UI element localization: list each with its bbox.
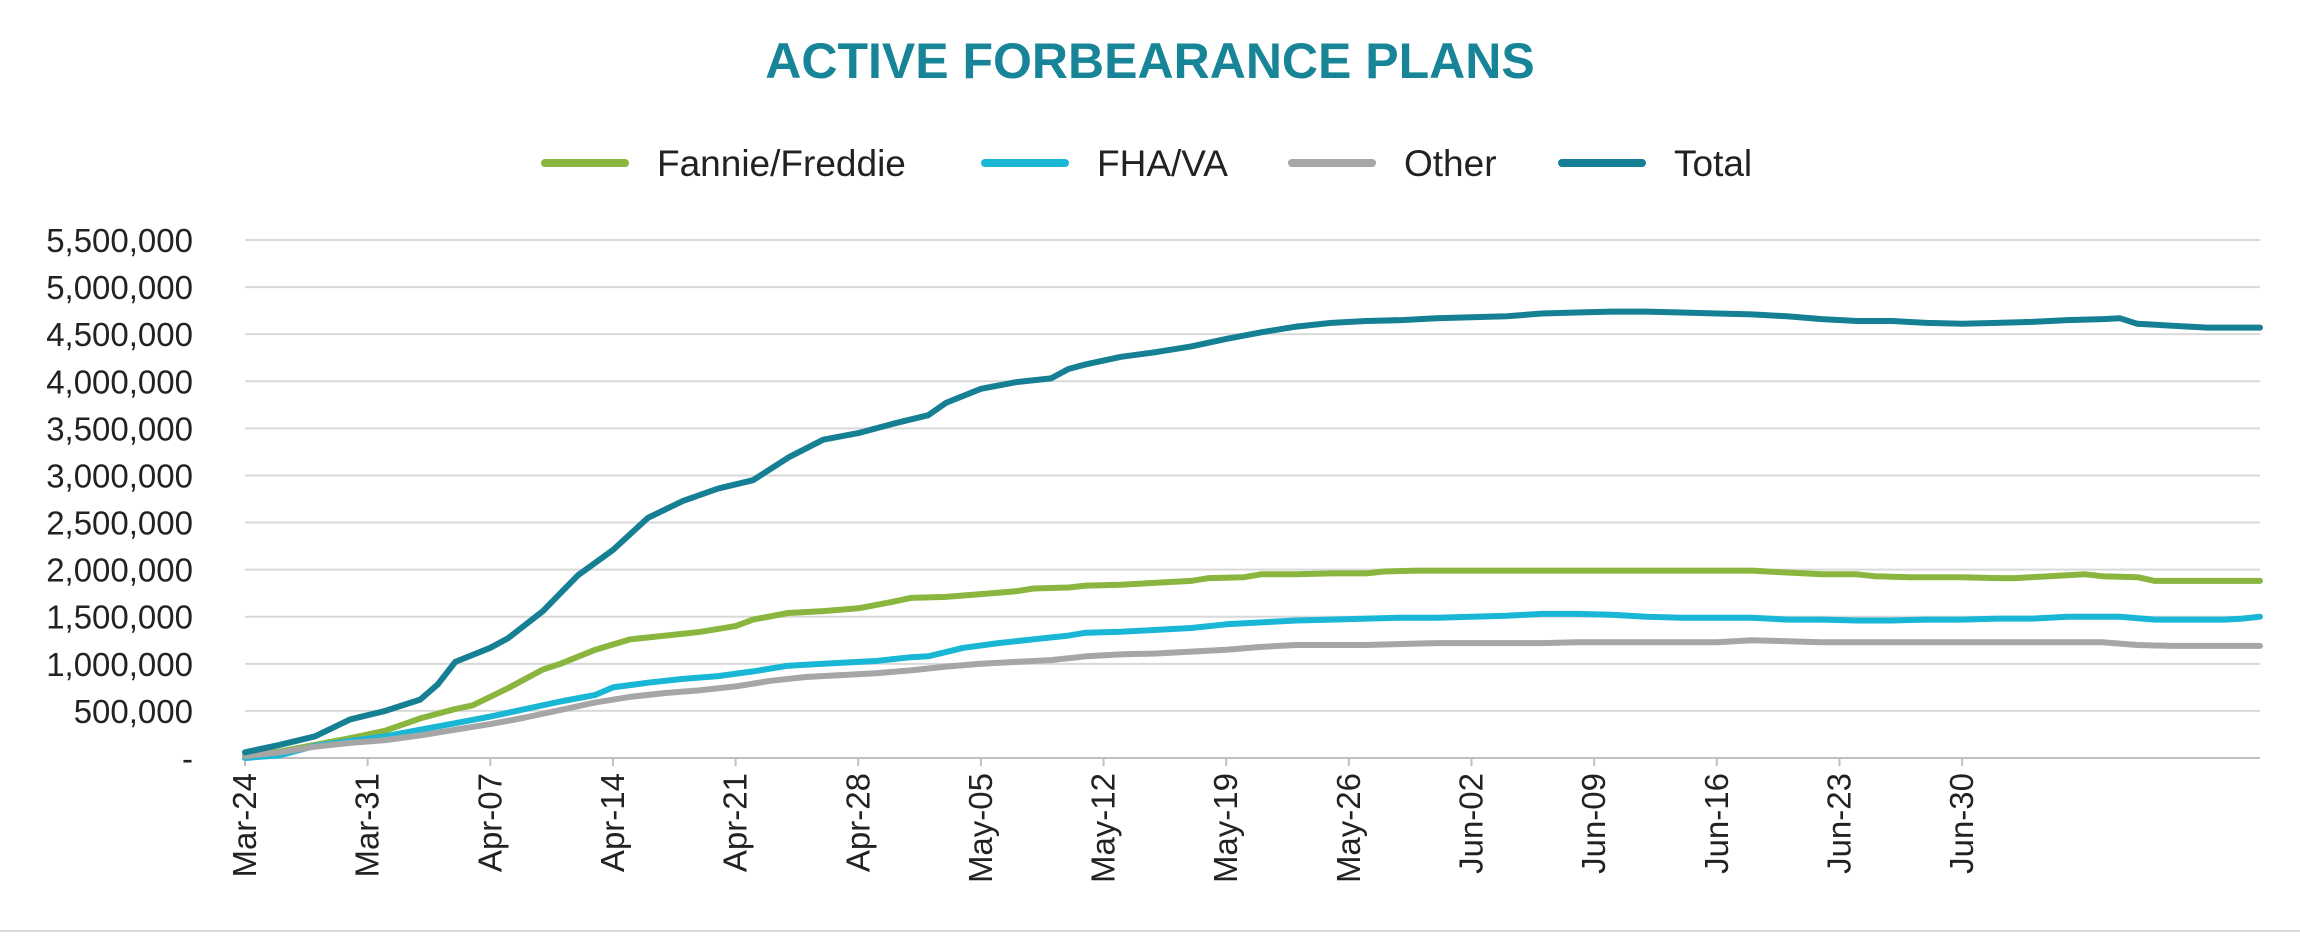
series-line-other bbox=[242, 637, 2263, 760]
series-line-fha-va bbox=[242, 610, 2263, 761]
x-tick-label: May-05 bbox=[962, 773, 999, 883]
y-tick-label: 2,500,000 bbox=[46, 505, 193, 542]
x-tick-label: May-26 bbox=[1330, 773, 1367, 883]
x-tick-label: Jun-09 bbox=[1575, 773, 1612, 874]
x-tick-label: May-19 bbox=[1207, 773, 1244, 883]
x-tick-label: Mar-31 bbox=[349, 773, 386, 878]
x-tick-label: May-12 bbox=[1085, 773, 1122, 883]
chart-title: ACTIVE FORBEARANCE PLANS bbox=[765, 33, 1534, 89]
legend-item: Total bbox=[1558, 143, 1752, 184]
y-tick-label: 2,000,000 bbox=[46, 552, 193, 589]
x-tick-label: Apr-21 bbox=[717, 773, 754, 872]
x-tick-label: Jun-16 bbox=[1698, 773, 1735, 874]
x-tick-label: Mar-24 bbox=[226, 773, 263, 878]
legend-item: Fannie/Freddie bbox=[541, 143, 906, 184]
y-tick-label: 3,000,000 bbox=[46, 457, 193, 494]
y-axis: - 500,000 1,000,000 1,500,000 2,000,000 2,500… bbox=[46, 222, 193, 777]
y-tick-label: 4,500,000 bbox=[46, 316, 193, 353]
legend-label: Fannie/Freddie bbox=[657, 143, 906, 184]
y-tick-label: 500,000 bbox=[74, 693, 193, 730]
y-tick-label: 5,000,000 bbox=[46, 269, 193, 306]
y-tick-label: 5,500,000 bbox=[46, 222, 193, 259]
x-tick-label: Jun-23 bbox=[1820, 773, 1857, 874]
legend-item: Other bbox=[1288, 143, 1497, 184]
x-tick-label: Jun-02 bbox=[1453, 773, 1490, 874]
y-tick-label: 1,500,000 bbox=[46, 599, 193, 636]
x-tick-label: Apr-28 bbox=[839, 773, 876, 872]
legend: Fannie/Freddie FHA/VA Other Total bbox=[541, 143, 1752, 184]
y-tick-label: 3,500,000 bbox=[46, 410, 193, 447]
x-tick-label: Jun-30 bbox=[1943, 773, 1980, 874]
legend-item: FHA/VA bbox=[981, 143, 1228, 184]
y-tick-label: 4,000,000 bbox=[46, 363, 193, 400]
series-line-total bbox=[242, 308, 2263, 756]
x-axis: Mar-24 Mar-31 Apr-07 Apr-14 Apr-21 Apr-28 May-… bbox=[226, 757, 2260, 883]
legend-label: FHA/VA bbox=[1097, 143, 1228, 184]
gridlines bbox=[245, 239, 2260, 759]
y-tick-label: - bbox=[182, 740, 193, 777]
bottom-divider bbox=[0, 930, 2300, 932]
y-tick-label: 1,000,000 bbox=[46, 646, 193, 683]
x-tick-label: Apr-07 bbox=[471, 773, 508, 872]
x-tick-label: Apr-14 bbox=[594, 773, 631, 872]
legend-label: Other bbox=[1404, 143, 1497, 184]
series-layer bbox=[242, 308, 2263, 761]
legend-label: Total bbox=[1674, 143, 1752, 184]
series-line-fannie-freddie bbox=[242, 567, 2263, 760]
